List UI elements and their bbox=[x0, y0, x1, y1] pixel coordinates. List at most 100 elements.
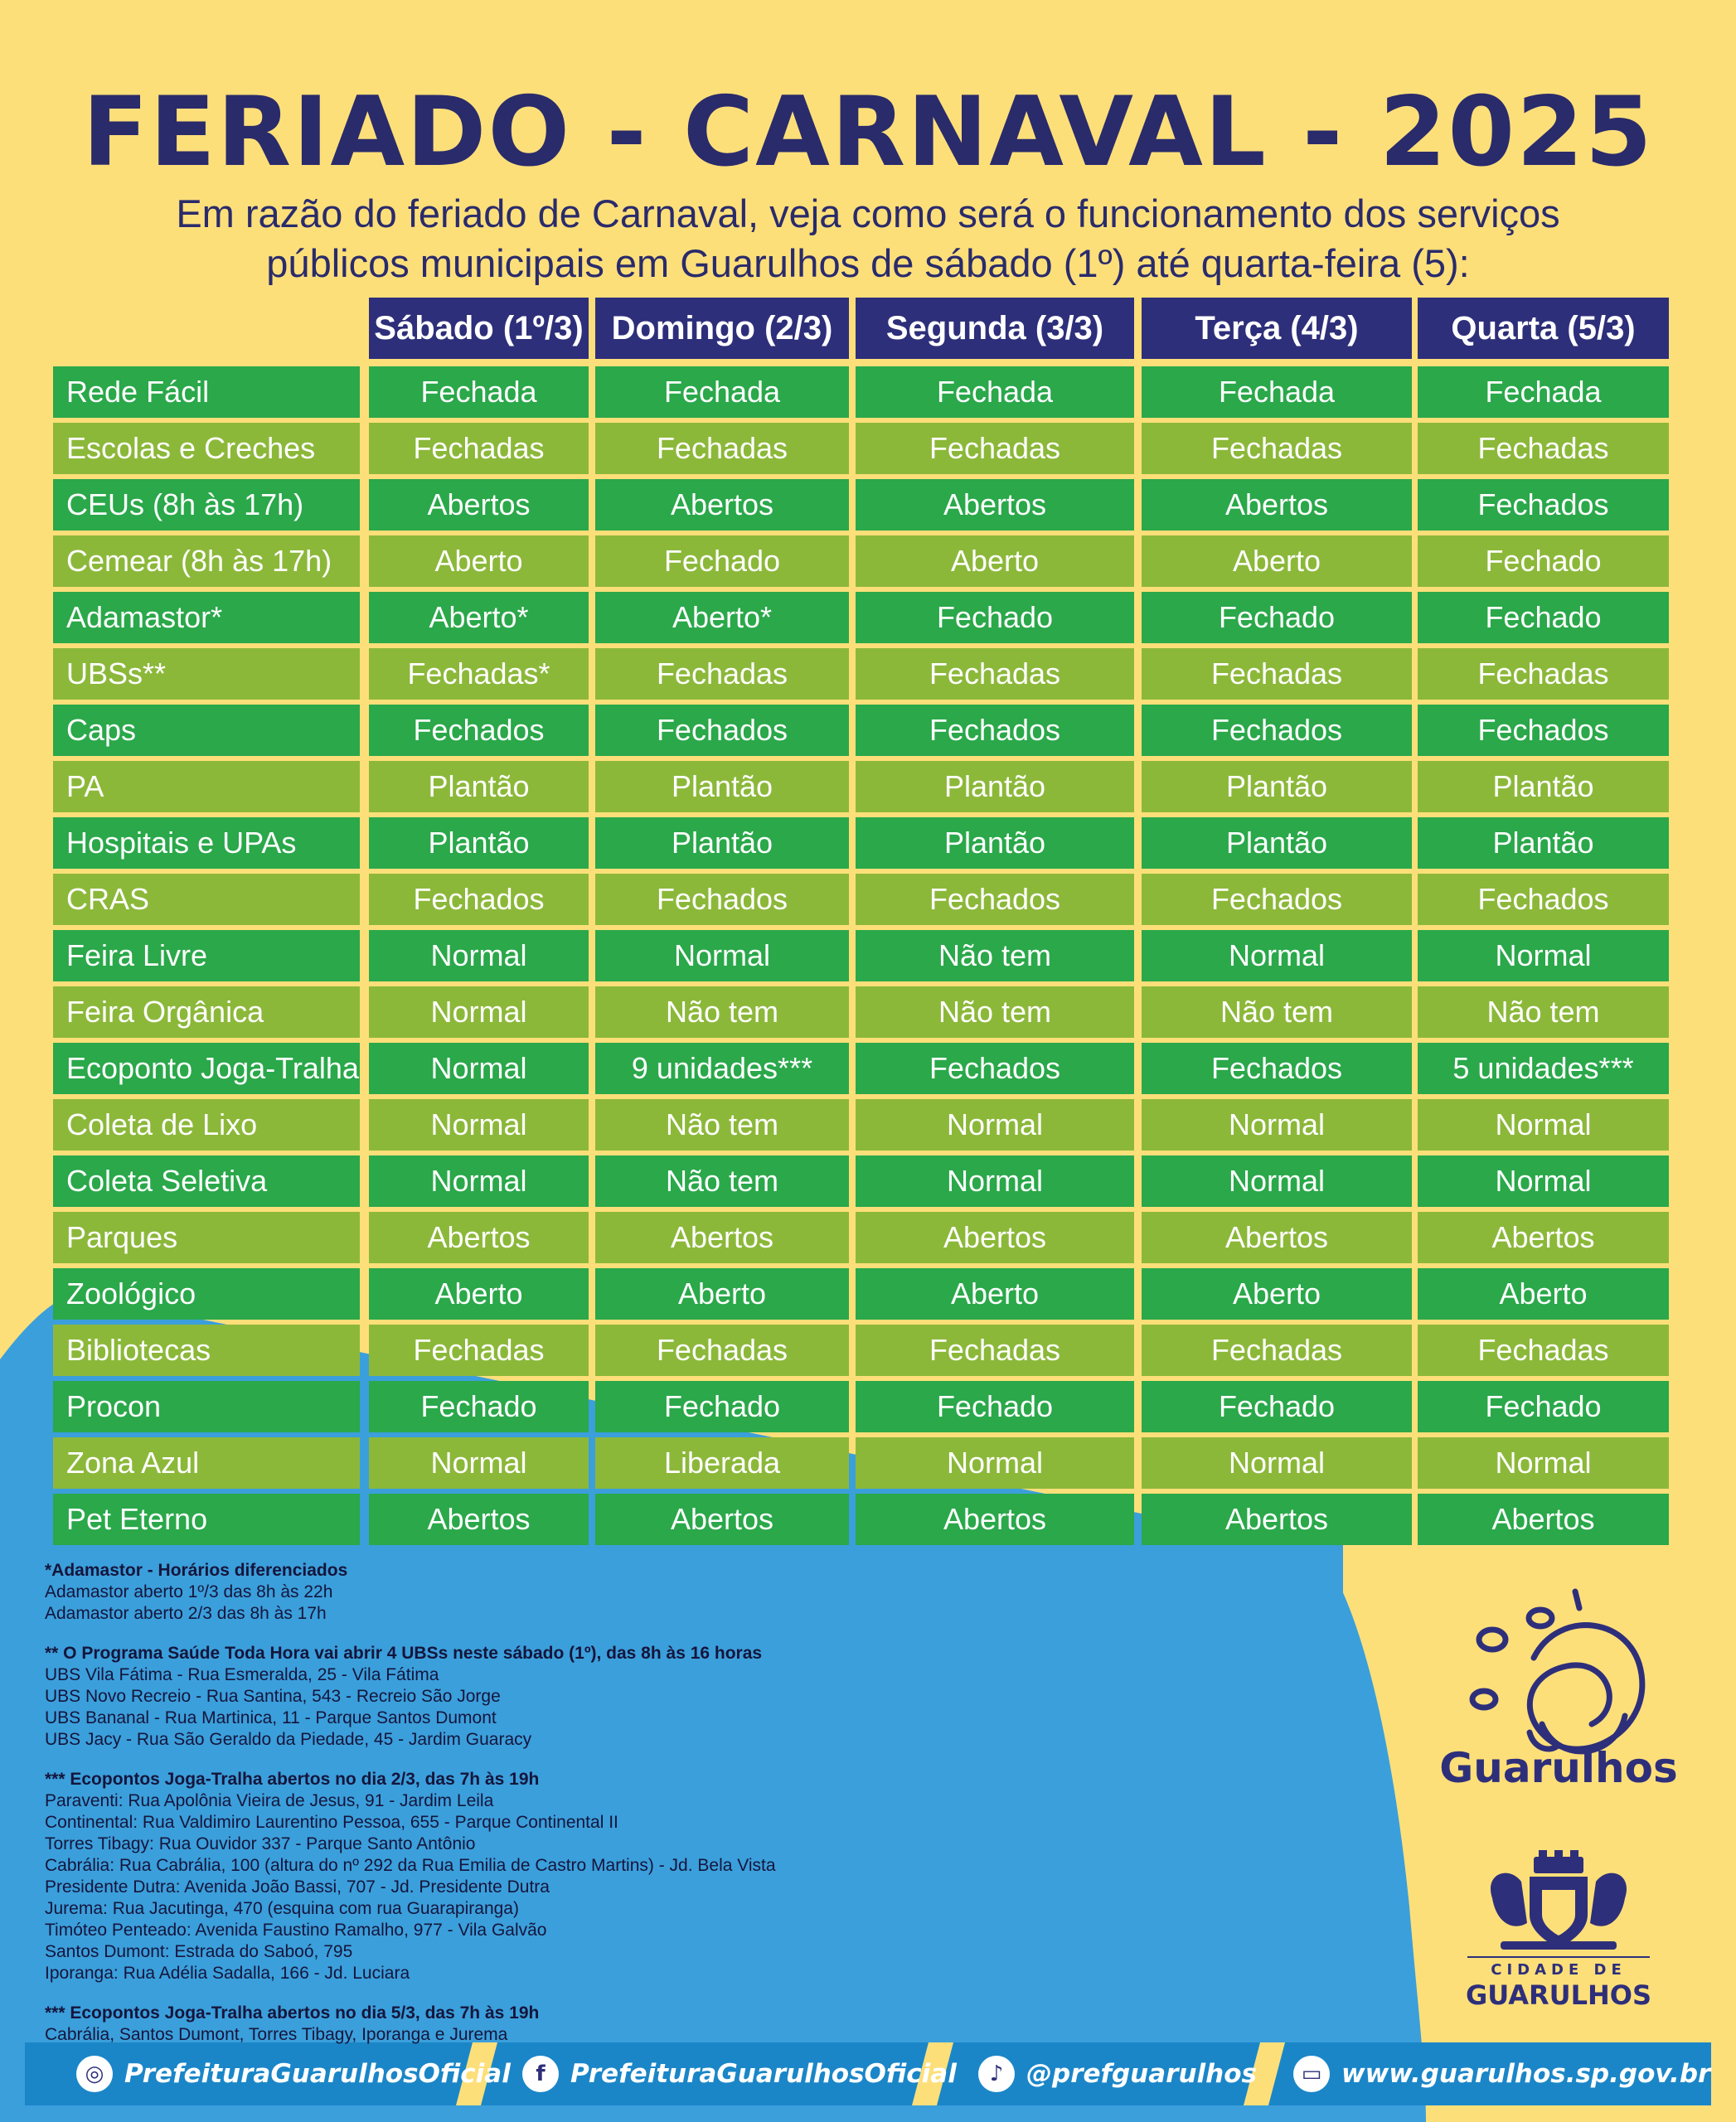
row-label: Coleta Seletiva bbox=[53, 1155, 360, 1207]
table-cell: Plantão bbox=[369, 817, 589, 869]
note-line: Cabrália, Santos Dumont, Torres Tibagy, … bbox=[45, 2025, 508, 2044]
subtitle-line-2: públicos municipais em Guarulhos de sába… bbox=[266, 241, 1470, 285]
table-cell: Normal bbox=[1418, 930, 1669, 981]
footer-link-tiktok[interactable]: ♪ @prefguarulhos bbox=[978, 2044, 1257, 2104]
note-heading: ** O Programa Saúde Toda Hora vai abrir … bbox=[45, 1644, 763, 1663]
note-line: Jurema: Rua Jacutinga, 470 (esquina com … bbox=[45, 1899, 519, 1918]
facebook-icon: f bbox=[522, 2056, 559, 2092]
row-label: Feira Livre bbox=[53, 930, 360, 981]
note-gap bbox=[45, 1751, 957, 1769]
table-cell: Fechadas bbox=[856, 423, 1134, 474]
footer-link-facebook[interactable]: f PrefeituraGuarulhosOficial bbox=[522, 2044, 957, 2104]
row-label: Ecoponto Joga-Tralha bbox=[53, 1043, 360, 1094]
note-line: Iporanga: Rua Adélia Sadalla, 166 - Jd. … bbox=[45, 1964, 410, 1983]
table-cell: Fechada bbox=[1142, 366, 1412, 418]
table-cell: Fechadas bbox=[369, 1325, 589, 1376]
note-line: Paraventi: Rua Apolônia Vieira de Jesus,… bbox=[45, 1791, 494, 1810]
crest-divider bbox=[1467, 1956, 1650, 1958]
table-cell: Aberto* bbox=[595, 592, 849, 643]
column-header: Sábado (1º/3) bbox=[369, 298, 589, 359]
table-cell: Fechado bbox=[1418, 592, 1669, 643]
note-heading: *** Ecopontos Joga-Tralha abertos no dia… bbox=[45, 1770, 540, 1789]
table-cell: Fechadas bbox=[1418, 1325, 1669, 1376]
table-cell: Fechadas bbox=[1142, 423, 1412, 474]
table-cell: Aberto bbox=[369, 1268, 589, 1320]
table-cell: Abertos bbox=[856, 1494, 1134, 1545]
row-label: Zoológico bbox=[53, 1268, 360, 1320]
table-cell: Abertos bbox=[856, 479, 1134, 530]
table-cell: Abertos bbox=[1418, 1212, 1669, 1263]
table-cell: Fechados bbox=[1142, 705, 1412, 756]
table-cell: Fechados bbox=[595, 874, 849, 925]
table-cell: Fechadas bbox=[1142, 648, 1412, 700]
table-cell: Aberto bbox=[595, 1268, 849, 1320]
row-label: Coleta de Lixo bbox=[53, 1099, 360, 1151]
row-label: Escolas e Creches bbox=[53, 423, 360, 474]
footnotes: *Adamastor - Horários diferenciados Adama… bbox=[45, 1560, 957, 2046]
table-cell: Fechado bbox=[1418, 1381, 1669, 1432]
table-cell: Fechados bbox=[1418, 479, 1669, 530]
column-header: Segunda (3/3) bbox=[856, 298, 1134, 359]
table-cell: Aberto bbox=[369, 535, 589, 587]
table-cell: Normal bbox=[369, 986, 589, 1038]
table-cell: Normal bbox=[1142, 930, 1412, 981]
table-cell: Plantão bbox=[595, 817, 849, 869]
table-cell: Plantão bbox=[1142, 817, 1412, 869]
table-cell: Plantão bbox=[1418, 817, 1669, 869]
footer-link-label: PrefeituraGuarulhosOficial bbox=[124, 2059, 511, 2089]
table-cell: Abertos bbox=[856, 1212, 1134, 1263]
table-cell: Abertos bbox=[369, 1494, 589, 1545]
table-cell: Aberto bbox=[1142, 535, 1412, 587]
table-cell: Não tem bbox=[856, 930, 1134, 981]
table-cell: Fechado bbox=[595, 535, 849, 587]
table-cell: Fechados bbox=[1418, 874, 1669, 925]
table-cell: Plantão bbox=[856, 817, 1134, 869]
page-title: FERIADO - CARNAVAL - 2025 bbox=[82, 76, 1654, 188]
note-line: Presidente Dutra: Avenida João Bassi, 70… bbox=[45, 1877, 550, 1897]
table-cell: Plantão bbox=[595, 761, 849, 812]
table-cell: Liberada bbox=[595, 1437, 849, 1489]
table-cell: Plantão bbox=[856, 761, 1134, 812]
subtitle-line-1: Em razão do feriado de Carnaval, veja co… bbox=[176, 191, 1560, 235]
table-cell: Normal bbox=[856, 1437, 1134, 1489]
table-cell: Normal bbox=[856, 1155, 1134, 1207]
footer-link-web[interactable]: ▭ www.guarulhos.sp.gov.br bbox=[1293, 2044, 1710, 2104]
table-cell: Fechado bbox=[1142, 1381, 1412, 1432]
table-cell: Fechados bbox=[856, 874, 1134, 925]
table-cell: Normal bbox=[369, 1043, 589, 1094]
table-cell: Fechadas bbox=[595, 1325, 849, 1376]
table-cell: 5 unidades*** bbox=[1418, 1043, 1669, 1094]
table-cell: Fechado bbox=[595, 1381, 849, 1432]
table-cell: Normal bbox=[1418, 1437, 1669, 1489]
column-header: Terça (4/3) bbox=[1142, 298, 1412, 359]
table-cell: Fechado bbox=[369, 1381, 589, 1432]
table-cell: Fechadas bbox=[856, 1325, 1134, 1376]
note-line: Continental: Rua Valdimiro Laurentino Pe… bbox=[45, 1813, 618, 1832]
footer-link-instagram[interactable]: ◎ PrefeituraGuarulhosOficial bbox=[76, 2044, 511, 2104]
table-cell: Normal bbox=[1418, 1099, 1669, 1151]
cidade-name-label: GUARULHOS bbox=[1465, 1979, 1652, 2011]
table-cell: Normal bbox=[369, 1155, 589, 1207]
table-cell: Aberto bbox=[856, 535, 1134, 587]
table-cell: Fechados bbox=[1418, 705, 1669, 756]
table-cell: Não tem bbox=[1418, 986, 1669, 1038]
table-cell: Normal bbox=[1142, 1437, 1412, 1489]
table-cell: Fechado bbox=[1142, 592, 1412, 643]
table-cell: Plantão bbox=[1418, 761, 1669, 812]
table-cell: Não tem bbox=[856, 986, 1134, 1038]
table-cell: Abertos bbox=[595, 1212, 849, 1263]
instagram-icon: ◎ bbox=[76, 2056, 113, 2092]
row-label: PA bbox=[53, 761, 360, 812]
city-crest-icon bbox=[1491, 1850, 1627, 1950]
table-cell: Aberto* bbox=[369, 592, 589, 643]
row-label: Zona Azul bbox=[53, 1437, 360, 1489]
table-cell: Abertos bbox=[595, 1494, 849, 1545]
table-cell: Fechada bbox=[595, 366, 849, 418]
table-cell: Fechada bbox=[1418, 366, 1669, 418]
table-cell: Fechadas bbox=[595, 423, 849, 474]
table-cell: Fechados bbox=[1142, 1043, 1412, 1094]
guarulhos-logo-icon bbox=[1469, 1588, 1646, 1755]
table-cell: Normal bbox=[1142, 1155, 1412, 1207]
table-cell: Abertos bbox=[1142, 1494, 1412, 1545]
table-cell: Abertos bbox=[369, 1212, 589, 1263]
